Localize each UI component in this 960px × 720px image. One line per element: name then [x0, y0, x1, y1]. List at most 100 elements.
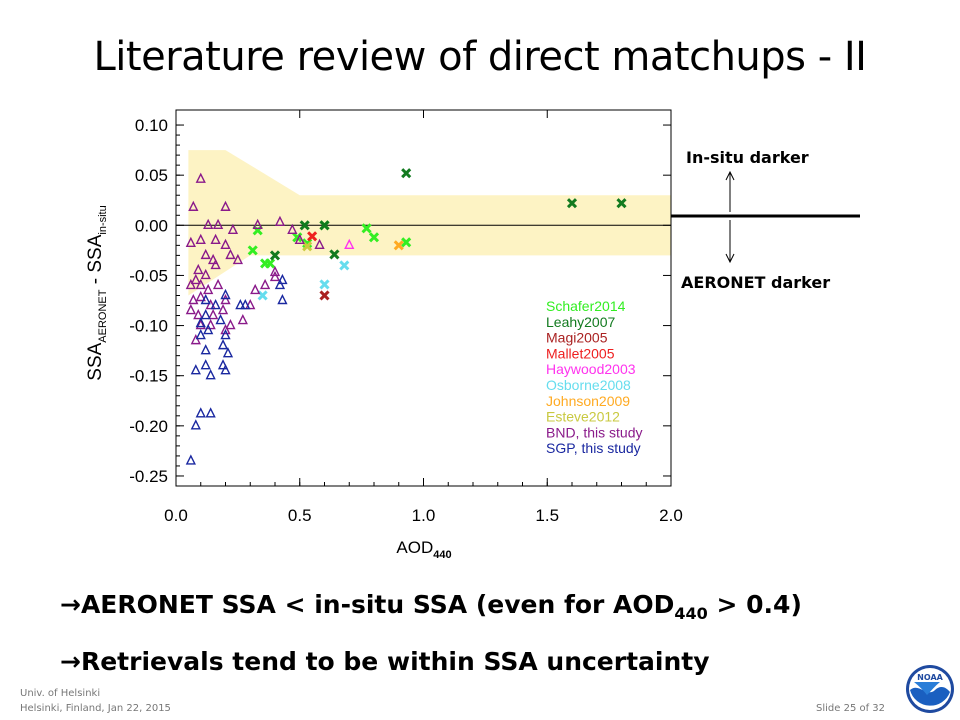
data-point-triangle [235, 298, 246, 310]
data-point-x [247, 245, 258, 256]
data-point-triangle [252, 218, 263, 230]
data-point-triangle [205, 319, 216, 330]
data-point-triangle [188, 200, 199, 211]
arrow-icon: → [60, 647, 81, 676]
data-point-x [393, 240, 404, 251]
bullet-2-text: Retrievals tend to be within SSA uncerta… [80, 647, 710, 676]
data-point-x [361, 223, 372, 234]
bullet-point-1: →AERONET SSA < in-situ SSA (even for AOD… [60, 590, 802, 623]
data-point-triangle [188, 293, 199, 305]
data-point-triangle [190, 364, 201, 375]
data-point-triangle [203, 283, 214, 295]
data-point-triangle [344, 238, 355, 250]
data-point-x [401, 168, 412, 179]
data-point-triangle [195, 290, 206, 302]
y-axis-label: SSAAERONET - SSAin-situ [85, 205, 109, 380]
data-point-triangle [217, 359, 229, 370]
data-points [185, 168, 627, 465]
legend-entry: Mallet2005 [546, 345, 615, 361]
data-point-triangle [274, 215, 286, 226]
data-point-triangle [193, 263, 204, 275]
svg-text:NOAA: NOAA [917, 673, 943, 682]
legend-entry: Johnson2009 [546, 393, 630, 409]
data-point-triangle [210, 298, 221, 310]
data-point-triangle [200, 344, 211, 355]
data-point-x [329, 249, 340, 260]
legend-entry: BND, this study [546, 424, 642, 440]
up-arrow-icon [725, 170, 735, 181]
data-point-triangle [195, 407, 206, 418]
data-point-triangle [185, 303, 196, 315]
data-point-x [264, 258, 276, 269]
data-point-triangle [220, 329, 231, 340]
data-point-triangle [185, 236, 196, 248]
arrow-icon: → [60, 590, 81, 619]
y-tick-label: 0.10 [135, 116, 168, 135]
data-point-triangle [274, 278, 286, 290]
data-point-triangle [207, 253, 219, 265]
data-point-x [566, 198, 578, 209]
data-point-triangle [200, 293, 211, 305]
x-tick-label: 0.0 [164, 506, 188, 525]
footer-slide-number: Slide 25 of 32 [816, 703, 886, 714]
data-point-x [319, 279, 330, 290]
x-tick-label: 0.5 [288, 506, 312, 525]
data-point-triangle [185, 454, 196, 465]
data-point-triangle [205, 298, 216, 310]
data-point-triangle [220, 288, 231, 300]
data-point-x [616, 198, 627, 209]
data-point-triangle [212, 278, 224, 290]
data-point-triangle [195, 317, 206, 328]
data-point-triangle [259, 278, 271, 290]
data-point-triangle [205, 369, 216, 380]
data-point-triangle [195, 278, 206, 290]
legend-entry: Haywood2003 [546, 361, 636, 377]
data-point-x [269, 250, 281, 261]
data-point-triangle [220, 200, 231, 211]
data-point-triangle [220, 324, 231, 335]
data-point-x [339, 260, 350, 271]
data-point-triangle [207, 308, 219, 320]
uncertainty-band [188, 150, 671, 296]
data-point-triangle [215, 313, 226, 325]
data-point-triangle [232, 253, 244, 265]
data-point-triangle [212, 218, 224, 230]
data-point-triangle [277, 273, 288, 285]
slide-title: Literature review of direct matchups - I… [93, 34, 867, 80]
data-point-triangle [190, 334, 201, 345]
tick-labels: 0.0 0.5 1.0 1.5 2.0 0.10 0.05 0.00 -0.05 -0.10 -0.… [129, 116, 683, 525]
data-point-triangle [227, 223, 239, 235]
data-point-triangle [190, 273, 201, 285]
bullet-point-2: →Retrievals tend to be within SSA uncert… [60, 647, 710, 676]
in-situ-darker-label: In-situ darker [686, 148, 809, 167]
data-point-triangle [237, 313, 248, 325]
data-point-triangle [200, 308, 211, 320]
legend-entry: Osborne2008 [546, 377, 631, 393]
data-point-triangle [185, 278, 196, 290]
data-point-triangle [195, 172, 206, 183]
plot-frame [175, 109, 672, 487]
data-point-x [319, 220, 330, 231]
y-tick-label: -0.20 [129, 417, 168, 436]
legend-entry: Schafer2014 [546, 298, 626, 314]
legend: Schafer2014Leahy2007Magi2005Mallet2005Ha… [546, 298, 642, 456]
data-point-x [368, 232, 380, 243]
data-point-triangle [217, 303, 229, 315]
x-tick-label: 1.0 [412, 506, 436, 525]
legend-entry: Leahy2007 [546, 314, 616, 330]
data-point-triangle [210, 258, 221, 270]
data-point-triangle [220, 238, 231, 250]
data-point-x [299, 220, 310, 231]
data-point-triangle [203, 218, 214, 230]
y-tick-label: -0.15 [129, 367, 168, 386]
data-point-triangle [225, 319, 236, 330]
aeronet-darker-label: AERONET darker [681, 273, 830, 292]
data-point-triangle [195, 329, 206, 340]
data-point-x [307, 231, 318, 242]
data-point-triangle [287, 223, 298, 235]
data-point-triangle [193, 308, 204, 320]
footer-affiliation: Univ. of Helsinki [20, 688, 101, 699]
y-tick-label: -0.05 [129, 266, 168, 285]
bullet-1-subscript: 440 [674, 604, 708, 623]
